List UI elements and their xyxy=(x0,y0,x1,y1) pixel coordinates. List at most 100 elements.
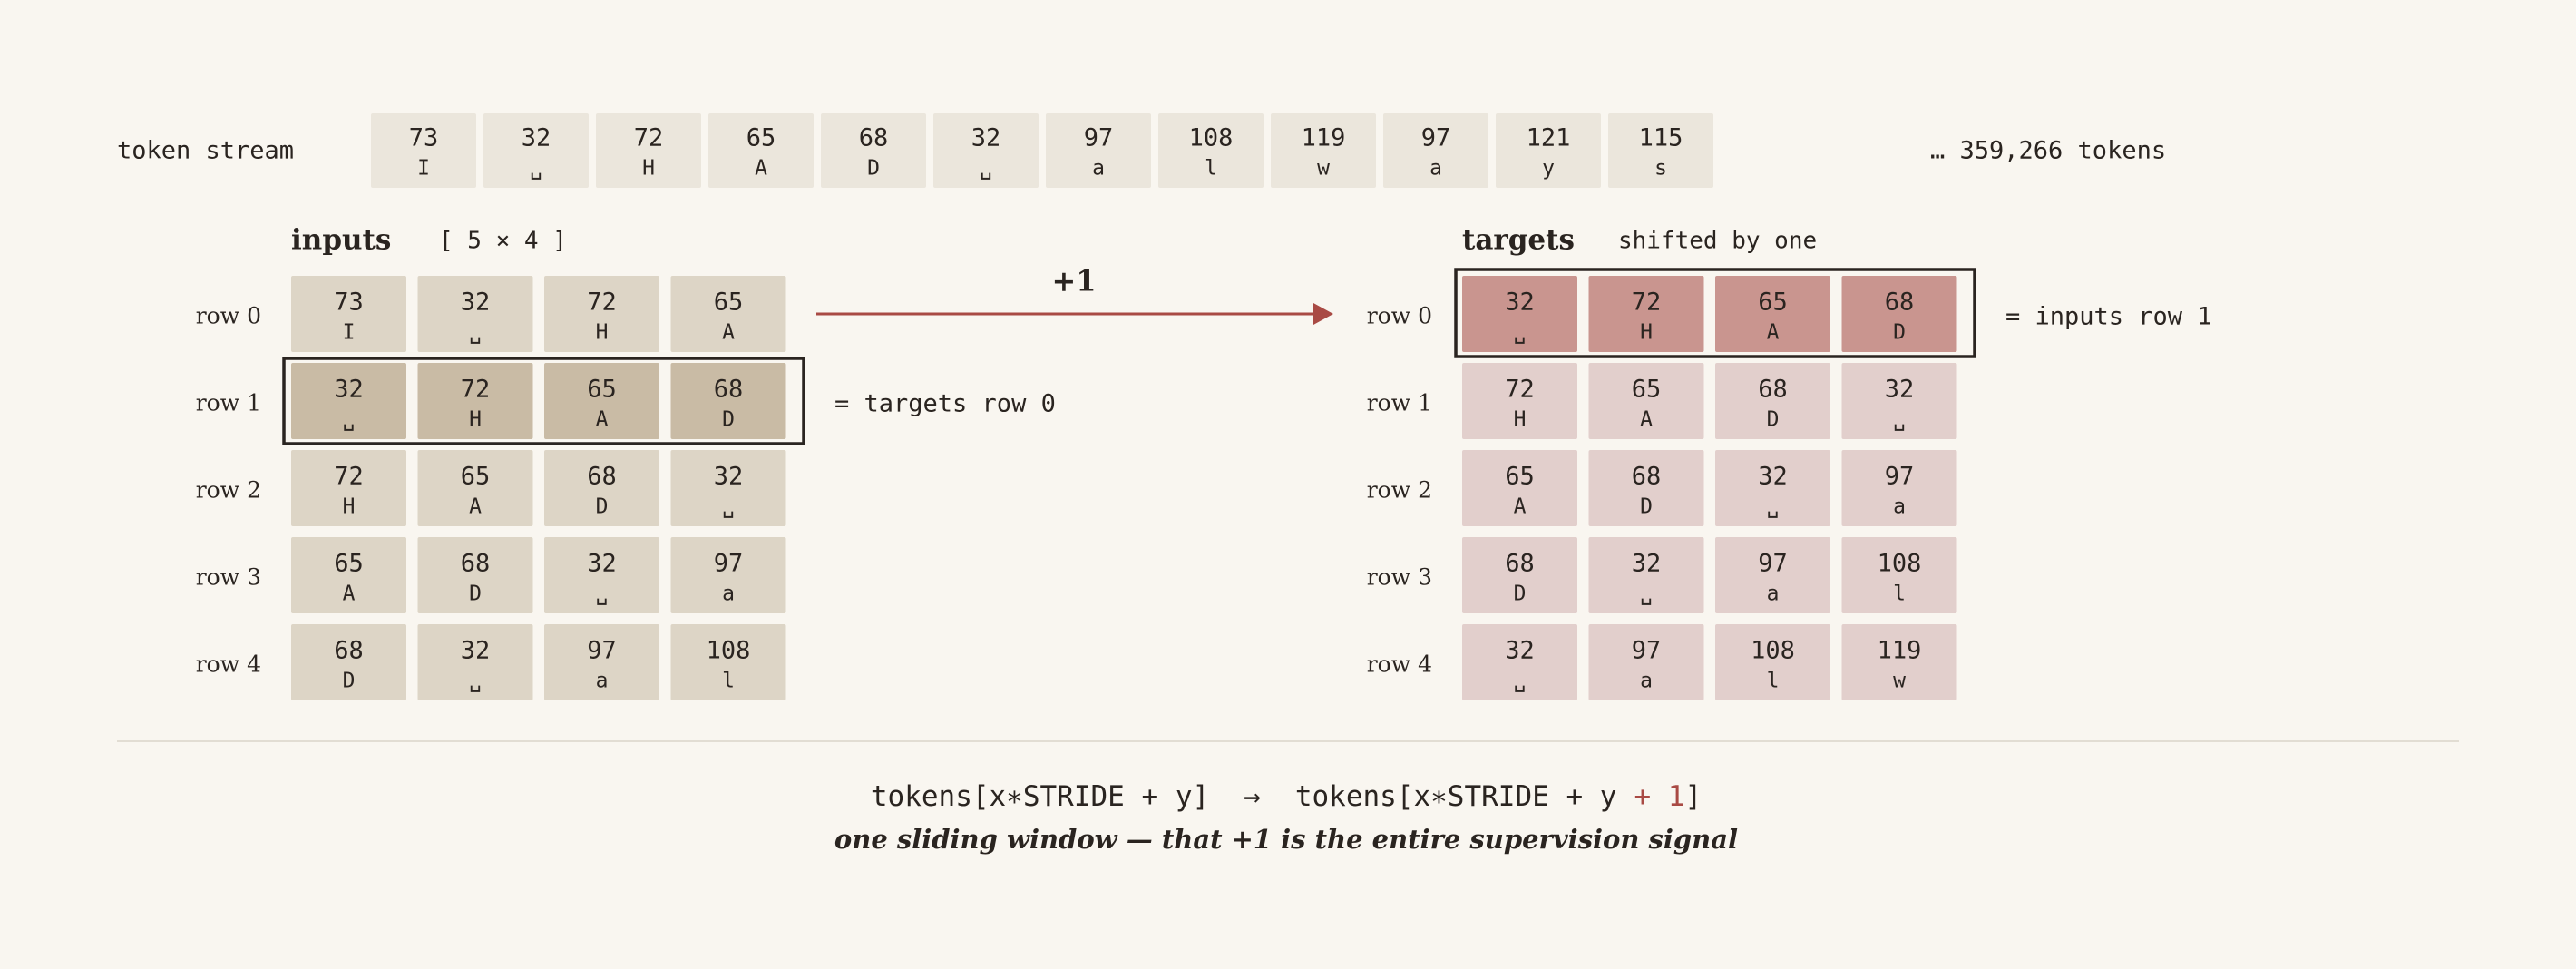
token-char: y xyxy=(1542,157,1555,181)
token-char: a xyxy=(1429,157,1442,181)
cell-id: 72 xyxy=(1632,289,1662,317)
token-box xyxy=(483,113,589,188)
token-box xyxy=(708,113,814,188)
token-id: 121 xyxy=(1527,124,1571,152)
cell-id: 65 xyxy=(587,376,617,404)
token-char: H xyxy=(642,157,655,181)
cell xyxy=(291,624,406,700)
stream-label: token stream xyxy=(117,137,294,165)
cell xyxy=(417,450,533,526)
inputs-title: inputs xyxy=(291,224,391,257)
cell xyxy=(291,537,406,613)
formula-part: ] xyxy=(1684,780,1702,813)
targets-subtitle: shifted by one xyxy=(1618,228,1817,255)
cell-id: 68 xyxy=(1505,550,1535,578)
cell-char: ␣ xyxy=(1640,582,1653,606)
targets-highlight xyxy=(1454,268,1976,358)
cell xyxy=(1841,363,1957,439)
row-label: row 3 xyxy=(196,564,261,591)
row-label: row 0 xyxy=(1367,303,1432,329)
cell-id: 108 xyxy=(707,637,751,665)
cell-id: 32 xyxy=(1505,637,1535,665)
token-char: I xyxy=(417,157,430,181)
cell-char: A xyxy=(343,582,356,606)
cell-char: D xyxy=(469,582,482,606)
cell-id: 65 xyxy=(1758,289,1788,317)
cell-char: a xyxy=(722,582,735,606)
cell-id: 97 xyxy=(714,550,744,578)
cell xyxy=(1588,450,1704,526)
caption: one sliding window — that +1 is the enti… xyxy=(834,824,1738,855)
token-box xyxy=(596,113,701,188)
cell-id: 73 xyxy=(334,289,364,317)
token-box xyxy=(1271,113,1376,188)
cell xyxy=(670,363,786,439)
token-char: ␣ xyxy=(530,157,542,181)
cell-id: 68 xyxy=(714,376,744,404)
cell-char: ␣ xyxy=(469,321,482,345)
cell-id: 32 xyxy=(1632,550,1662,578)
cell xyxy=(1588,276,1704,352)
cell xyxy=(544,537,659,613)
token-id: 32 xyxy=(522,124,551,152)
cell xyxy=(1841,276,1957,352)
token-box xyxy=(933,113,1039,188)
token-box xyxy=(1496,113,1601,188)
token-box xyxy=(1383,113,1488,188)
cell xyxy=(1462,537,1577,613)
cell-char: D xyxy=(722,408,735,432)
cell-id: 108 xyxy=(1878,550,1922,578)
cell-char: H xyxy=(343,495,356,519)
cell-char: H xyxy=(469,408,482,432)
formula-part: → xyxy=(1244,780,1261,813)
cell-id: 32 xyxy=(1885,376,1915,404)
cell-char: D xyxy=(1640,495,1653,519)
cell-char: l xyxy=(1893,582,1906,606)
token-id: 73 xyxy=(409,124,439,152)
cell-char: a xyxy=(1640,670,1653,693)
token-id: 119 xyxy=(1302,124,1346,152)
cell-char: A xyxy=(1640,408,1653,432)
cell-id: 65 xyxy=(461,463,491,491)
row-label: row 2 xyxy=(196,477,261,504)
cell xyxy=(1841,537,1957,613)
token-char: s xyxy=(1654,157,1667,181)
cell-char: A xyxy=(722,321,735,345)
arrow-head xyxy=(1313,303,1333,325)
cell xyxy=(1462,276,1577,352)
formula-part: + 1 xyxy=(1634,780,1684,813)
row-label: row 1 xyxy=(196,390,261,416)
token-char: w xyxy=(1317,157,1330,181)
cell-char: A xyxy=(469,495,482,519)
cell xyxy=(291,276,406,352)
cell-char: l xyxy=(1767,670,1780,693)
cell xyxy=(1462,363,1577,439)
cell-char: ␣ xyxy=(1767,495,1780,519)
cell xyxy=(1715,624,1830,700)
cell-char: ␣ xyxy=(1514,321,1527,345)
cell-char: D xyxy=(1893,321,1906,345)
cell-id: 72 xyxy=(1505,376,1535,404)
cell-id: 65 xyxy=(1505,463,1535,491)
targets-title: targets xyxy=(1462,224,1575,257)
token-char: l xyxy=(1205,157,1217,181)
cell xyxy=(1715,276,1830,352)
cell xyxy=(417,624,533,700)
cell-char: D xyxy=(596,495,609,519)
token-char: a xyxy=(1092,157,1105,181)
token-box xyxy=(1608,113,1713,188)
shift-label: +1 xyxy=(1051,264,1096,299)
cell xyxy=(670,537,786,613)
token-char: D xyxy=(867,157,880,181)
cell-char: a xyxy=(1767,582,1780,606)
cell-char: A xyxy=(1514,495,1527,519)
token-id: 97 xyxy=(1084,124,1114,152)
cell-id: 65 xyxy=(1632,376,1662,404)
cell-id: 97 xyxy=(1885,463,1915,491)
cell-id: 32 xyxy=(714,463,744,491)
inputs-highlight xyxy=(282,357,805,445)
cell xyxy=(544,363,659,439)
cell xyxy=(1841,450,1957,526)
